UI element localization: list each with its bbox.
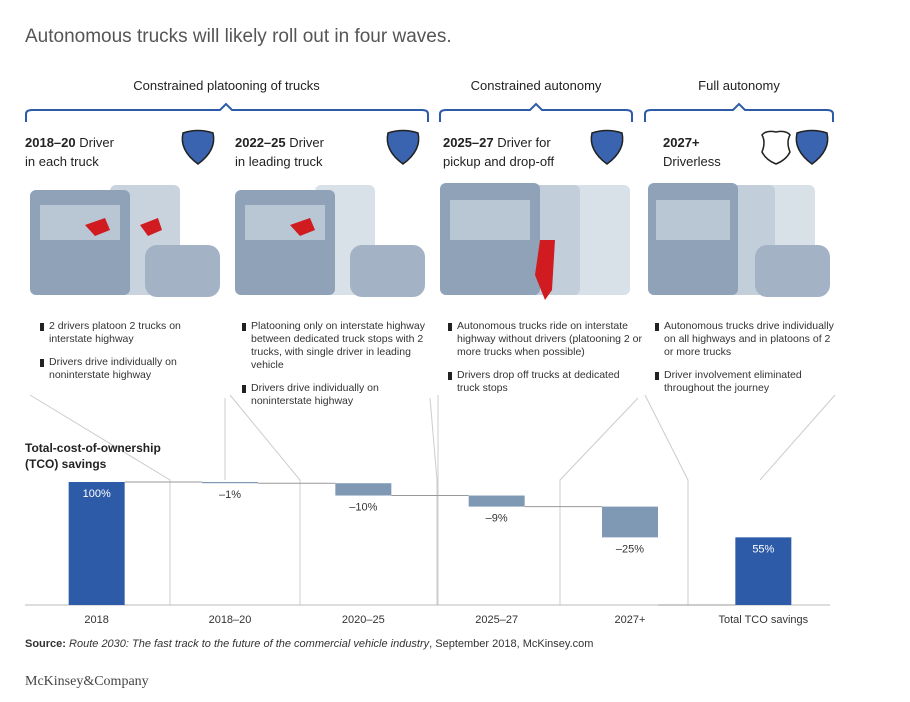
wave-description: Driver for	[497, 135, 551, 150]
value-label: 55%	[752, 543, 774, 555]
bullet-box: Autonomous trucks ride on interstate hig…	[440, 308, 643, 420]
wave-period: 2025–27	[443, 135, 494, 150]
wave-period: 2027+	[663, 135, 700, 150]
source-rest: , September 2018, McKinsey.com	[429, 638, 594, 650]
phase-label: Constrained autonomy	[470, 78, 602, 93]
trucks	[30, 183, 830, 300]
bar	[468, 495, 525, 507]
value-label: –1%	[219, 489, 241, 501]
bullet: Autonomous trucks ride on interstate hig…	[448, 320, 643, 359]
value-label: –10%	[349, 501, 377, 513]
wave-description: in leading truck	[235, 154, 323, 169]
source-label: Source:	[25, 638, 66, 650]
wave-description: in each truck	[25, 154, 99, 169]
phase-label: Constrained platooning of trucks	[133, 78, 320, 93]
bullet-box: 2 drivers platoon 2 trucks on interstate…	[30, 308, 200, 420]
wave-period: 2018–20	[25, 135, 76, 150]
logo: McKinsey&Company	[25, 674, 149, 689]
source: Source: Route 2030: The fast track to th…	[25, 638, 593, 650]
wave-header: 2025–27 Driver for pickup and drop-off	[443, 133, 554, 171]
bar	[202, 482, 258, 484]
bullet: Drivers drive individually on noninterst…	[242, 382, 437, 408]
shields	[181, 129, 829, 165]
wave-header: 2027+ Driverless	[663, 133, 721, 171]
wave-description: Driver	[79, 135, 114, 150]
x-tick-label: 2027+	[615, 614, 646, 626]
value-label: –9%	[486, 513, 508, 525]
source-title: Route 2030: The fast track to the future…	[69, 638, 430, 650]
bullet: 2 drivers platoon 2 trucks on interstate…	[40, 320, 200, 346]
value-label: –25%	[616, 543, 644, 555]
y-axis-label: Total-cost-of-ownership (TCO) savings	[25, 441, 161, 471]
phase-label: Full autonomy	[698, 78, 780, 93]
title: Autonomous trucks will likely roll out i…	[25, 26, 452, 47]
bar	[735, 537, 792, 605]
bullet-box: Platooning only on interstate highway be…	[232, 308, 437, 420]
wave-description: Driverless	[663, 154, 721, 169]
x-tick-label: Total TCO savings	[718, 614, 808, 626]
bar	[602, 506, 658, 538]
bar	[68, 482, 125, 605]
bullet-box: Autonomous trucks drive individually on …	[647, 308, 840, 420]
bullet: Drivers drive individually on noninterst…	[40, 356, 200, 382]
wave-description: pickup and drop-off	[443, 154, 555, 169]
bullet: Drivers drop off trucks at dedicated tru…	[448, 369, 643, 395]
box-connectors	[29, 394, 836, 605]
brackets	[25, 102, 834, 122]
bullet: Autonomous trucks drive individually on …	[655, 320, 840, 359]
bullet: Driver involvement eliminated throughout…	[655, 369, 840, 395]
x-tick-label: 2018–20	[209, 614, 252, 626]
x-tick-label: 2020–25	[342, 614, 385, 626]
bar	[335, 483, 392, 496]
wave-header: 2022–25 Driver in leading truck	[235, 133, 324, 171]
wave-header: 2018–20 Driver in each truck	[25, 133, 114, 171]
x-tick-label: 2025–27	[475, 614, 518, 626]
wave-period: 2022–25	[235, 135, 286, 150]
x-tick-label: 2018	[84, 614, 108, 626]
bullet: Platooning only on interstate highway be…	[242, 320, 437, 372]
wave-description: Driver	[289, 135, 324, 150]
value-label: 100%	[83, 488, 111, 500]
